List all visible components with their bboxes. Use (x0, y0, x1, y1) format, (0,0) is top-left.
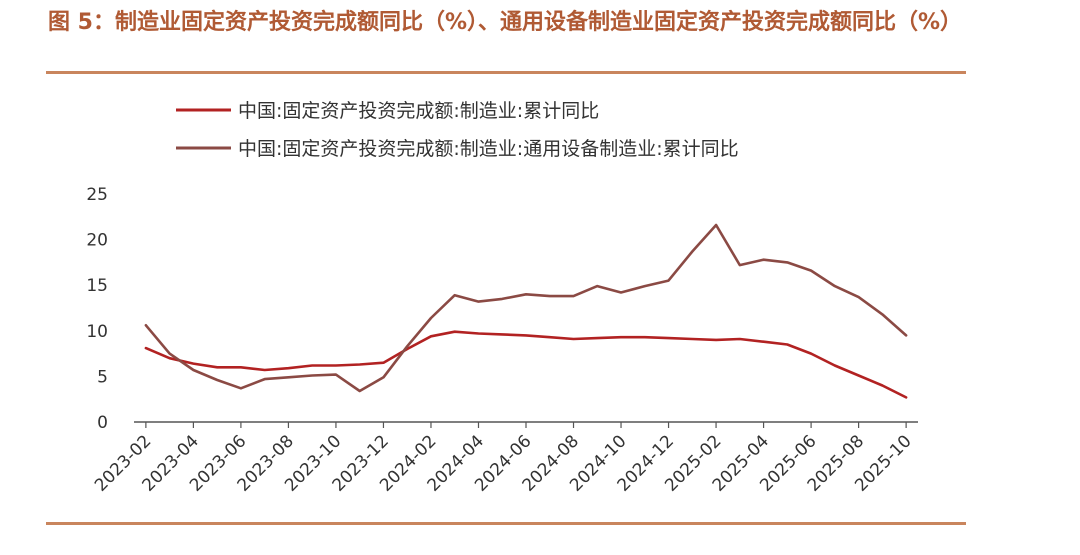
x-axis: 2023-022023-042023-062023-082023-102023-… (91, 421, 918, 496)
legend-label-2: 中国:固定资产投资完成额:制造业:通用设备制造业:累计同比 (238, 138, 739, 160)
y-tick-label: 20 (86, 231, 108, 251)
y-tick-label: 10 (86, 322, 108, 342)
y-tick-label: 15 (86, 276, 108, 296)
legend-label-1: 中国:固定资产投资完成额:制造业:累计同比 (238, 100, 599, 122)
chart-title: 图 5：制造业固定资产投资完成额同比（%）、通用设备制造业固定资产投资完成额同比… (48, 10, 963, 35)
bottom-divider (46, 522, 966, 525)
legend: 中国:固定资产投资完成额:制造业:累计同比中国:固定资产投资完成额:制造业:通用… (176, 100, 739, 160)
y-tick-label: 25 (86, 185, 108, 205)
y-axis: 0 5 10 15 20 25 (86, 185, 108, 433)
series-line-1 (144, 330, 908, 399)
title-divider (46, 71, 966, 74)
series-lines (144, 223, 908, 399)
y-tick-label: 5 (97, 367, 108, 387)
series-line-2 (144, 223, 908, 393)
y-tick-label: 0 (97, 413, 108, 433)
